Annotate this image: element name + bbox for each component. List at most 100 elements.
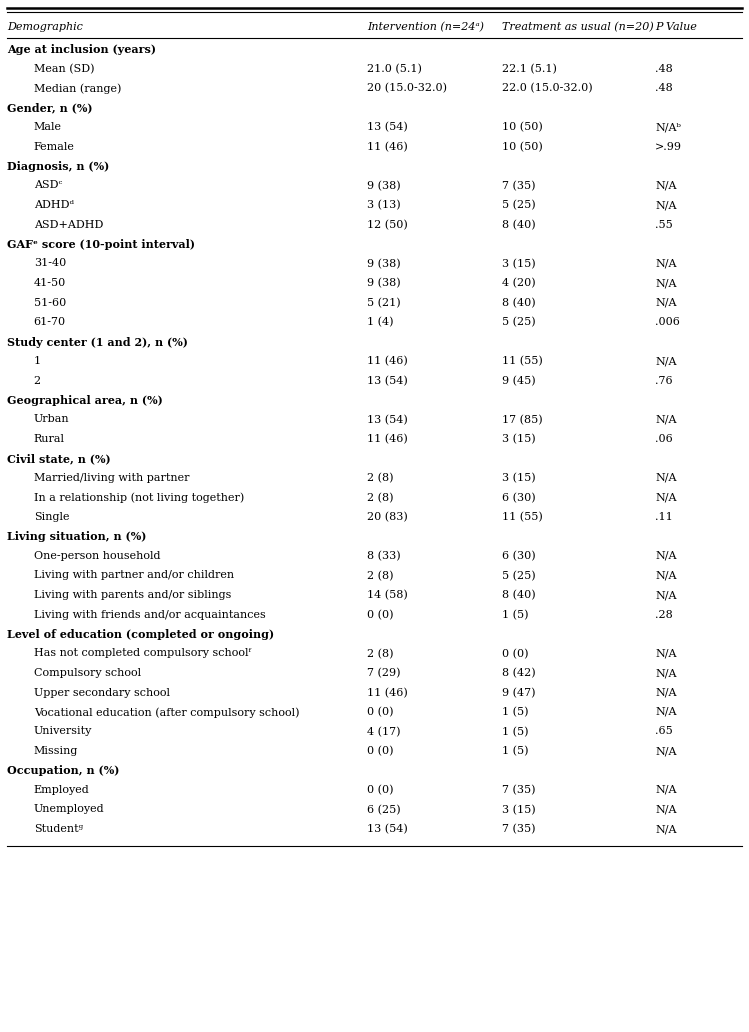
Text: Level of education (completed or ongoing): Level of education (completed or ongoing… bbox=[7, 628, 275, 640]
Text: 10 (50): 10 (50) bbox=[502, 122, 542, 132]
Text: 2: 2 bbox=[34, 376, 41, 386]
Text: N/A: N/A bbox=[655, 181, 677, 191]
Text: Missing: Missing bbox=[34, 746, 78, 756]
Text: 11 (55): 11 (55) bbox=[502, 512, 542, 522]
Text: .76: .76 bbox=[655, 376, 673, 386]
Text: 20 (15.0-32.0): 20 (15.0-32.0) bbox=[367, 83, 447, 93]
Text: 13 (54): 13 (54) bbox=[367, 376, 407, 386]
Text: Gender, n (%): Gender, n (%) bbox=[7, 102, 93, 114]
Text: 4 (17): 4 (17) bbox=[367, 727, 401, 737]
Text: University: University bbox=[34, 727, 92, 737]
Text: 1 (5): 1 (5) bbox=[502, 707, 528, 717]
Text: .48: .48 bbox=[655, 64, 673, 73]
Text: 2 (8): 2 (8) bbox=[367, 473, 393, 483]
Text: 11 (46): 11 (46) bbox=[367, 356, 407, 366]
Text: 13 (54): 13 (54) bbox=[367, 824, 407, 834]
Text: N/A: N/A bbox=[655, 668, 677, 678]
Text: N/A: N/A bbox=[655, 707, 677, 717]
Text: .06: .06 bbox=[655, 434, 673, 444]
Text: Demographic: Demographic bbox=[7, 22, 83, 32]
Text: 61-70: 61-70 bbox=[34, 317, 66, 327]
Text: Unemployed: Unemployed bbox=[34, 805, 104, 814]
Text: 8 (33): 8 (33) bbox=[367, 551, 401, 561]
Text: 0 (0): 0 (0) bbox=[502, 648, 528, 658]
Text: 31-40: 31-40 bbox=[34, 258, 66, 268]
Text: 1 (5): 1 (5) bbox=[502, 727, 528, 737]
Text: Employed: Employed bbox=[34, 785, 89, 795]
Text: Geographical area, n (%): Geographical area, n (%) bbox=[7, 395, 163, 406]
Text: 5 (25): 5 (25) bbox=[502, 317, 536, 327]
Text: N/A: N/A bbox=[655, 278, 677, 288]
Text: Studentᵍ: Studentᵍ bbox=[34, 824, 83, 834]
Text: 12 (50): 12 (50) bbox=[367, 220, 407, 230]
Text: 8 (40): 8 (40) bbox=[502, 297, 536, 308]
Text: N/A: N/A bbox=[655, 415, 677, 424]
Text: 5 (21): 5 (21) bbox=[367, 297, 401, 308]
Text: N/A: N/A bbox=[655, 356, 677, 366]
Text: 11 (55): 11 (55) bbox=[502, 356, 542, 366]
Text: 0 (0): 0 (0) bbox=[367, 707, 393, 717]
Text: 14 (58): 14 (58) bbox=[367, 590, 407, 601]
Text: 1 (4): 1 (4) bbox=[367, 317, 393, 327]
Text: GAFᵉ score (10-point interval): GAFᵉ score (10-point interval) bbox=[7, 239, 195, 250]
Text: 2 (8): 2 (8) bbox=[367, 492, 393, 503]
Text: N/A: N/A bbox=[655, 824, 677, 834]
Text: N/A: N/A bbox=[655, 571, 677, 580]
Text: 8 (40): 8 (40) bbox=[502, 590, 536, 601]
Text: Intervention (n=24ᵃ): Intervention (n=24ᵃ) bbox=[367, 22, 484, 32]
Text: .006: .006 bbox=[655, 317, 680, 327]
Text: Upper secondary school: Upper secondary school bbox=[34, 687, 170, 698]
Text: 17 (85): 17 (85) bbox=[502, 415, 542, 425]
Text: 8 (42): 8 (42) bbox=[502, 668, 536, 678]
Text: Living with friends and/or acquaintances: Living with friends and/or acquaintances bbox=[34, 610, 265, 619]
Text: 3 (15): 3 (15) bbox=[502, 805, 536, 815]
Text: Female: Female bbox=[34, 141, 75, 152]
Text: 3 (15): 3 (15) bbox=[502, 258, 536, 268]
Text: In a relationship (not living together): In a relationship (not living together) bbox=[34, 492, 244, 503]
Text: ADHDᵈ: ADHDᵈ bbox=[34, 200, 73, 209]
Text: 13 (54): 13 (54) bbox=[367, 122, 407, 132]
Text: Compulsory school: Compulsory school bbox=[34, 668, 141, 678]
Text: 11 (46): 11 (46) bbox=[367, 141, 407, 152]
Text: .65: .65 bbox=[655, 727, 673, 737]
Text: Treatment as usual (n=20): Treatment as usual (n=20) bbox=[502, 22, 654, 32]
Text: N/A: N/A bbox=[655, 473, 677, 483]
Text: 22.1 (5.1): 22.1 (5.1) bbox=[502, 64, 557, 74]
Text: N/A: N/A bbox=[655, 687, 677, 698]
Text: Civil state, n (%): Civil state, n (%) bbox=[7, 453, 111, 464]
Text: Median (range): Median (range) bbox=[34, 83, 121, 94]
Text: Age at inclusion (years): Age at inclusion (years) bbox=[7, 44, 157, 55]
Text: N/Aᵇ: N/Aᵇ bbox=[655, 122, 682, 132]
Text: Has not completed compulsory schoolᶠ: Has not completed compulsory schoolᶠ bbox=[34, 648, 251, 658]
Text: N/A: N/A bbox=[655, 746, 677, 756]
Text: .48: .48 bbox=[655, 83, 673, 93]
Text: 0 (0): 0 (0) bbox=[367, 610, 393, 620]
Text: 7 (35): 7 (35) bbox=[502, 824, 536, 834]
Text: Mean (SD): Mean (SD) bbox=[34, 64, 94, 74]
Text: 1 (5): 1 (5) bbox=[502, 746, 528, 756]
Text: 1 (5): 1 (5) bbox=[502, 610, 528, 620]
Text: Diagnosis, n (%): Diagnosis, n (%) bbox=[7, 161, 110, 172]
Text: 0 (0): 0 (0) bbox=[367, 746, 393, 756]
Text: ASDᶜ: ASDᶜ bbox=[34, 181, 62, 191]
Text: N/A: N/A bbox=[655, 785, 677, 795]
Text: Occupation, n (%): Occupation, n (%) bbox=[7, 766, 120, 776]
Text: 3 (13): 3 (13) bbox=[367, 200, 401, 211]
Text: N/A: N/A bbox=[655, 590, 677, 600]
Text: 5 (25): 5 (25) bbox=[502, 571, 536, 581]
Text: 3 (15): 3 (15) bbox=[502, 473, 536, 483]
Text: One-person household: One-person household bbox=[34, 551, 160, 561]
Text: Vocational education (after compulsory school): Vocational education (after compulsory s… bbox=[34, 707, 299, 717]
Text: N/A: N/A bbox=[655, 805, 677, 814]
Text: 10 (50): 10 (50) bbox=[502, 141, 542, 152]
Text: 4 (20): 4 (20) bbox=[502, 278, 536, 288]
Text: 9 (38): 9 (38) bbox=[367, 278, 401, 288]
Text: >.99: >.99 bbox=[655, 141, 682, 152]
Text: N/A: N/A bbox=[655, 297, 677, 308]
Text: .28: .28 bbox=[655, 610, 673, 619]
Text: 9 (45): 9 (45) bbox=[502, 376, 536, 386]
Text: 2 (8): 2 (8) bbox=[367, 571, 393, 581]
Text: N/A: N/A bbox=[655, 648, 677, 658]
Text: Living situation, n (%): Living situation, n (%) bbox=[7, 531, 147, 543]
Text: 5 (25): 5 (25) bbox=[502, 200, 536, 211]
